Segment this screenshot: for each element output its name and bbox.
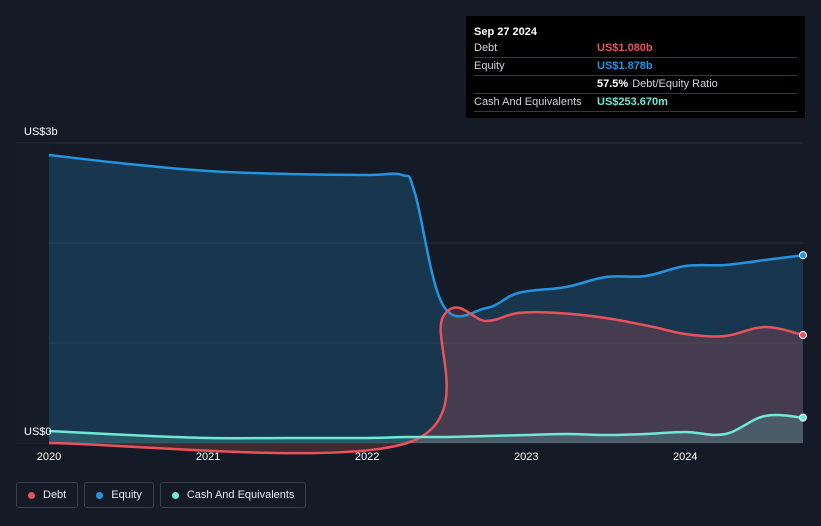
tooltip-cash-label: Cash And Equivalents <box>474 96 582 108</box>
equity-dot-icon <box>96 491 104 499</box>
x-tick-label: 2020 <box>37 451 61 463</box>
tooltip-ratio-label: Debt/Equity Ratio <box>632 78 718 90</box>
plot-left-band <box>16 143 49 443</box>
x-tick-label: 2022 <box>355 451 379 463</box>
tooltip-equity-value: US$1.878b <box>597 60 653 72</box>
grid-lines <box>16 142 803 444</box>
legend-item-debt[interactable]: Debt <box>16 482 79 508</box>
series-areas <box>49 155 803 454</box>
tooltip-debt-value: US$1.080b <box>597 42 653 54</box>
tooltip-debt-label: Debt <box>474 42 498 54</box>
tooltip-row-equity: Equity US$1.878b <box>474 58 797 76</box>
tooltip-row-debt: Debt US$1.080b <box>474 40 797 58</box>
tooltip-ratio-spacer <box>474 76 597 93</box>
tooltip-cash-value: US$253.670m <box>597 96 668 108</box>
equity-line <box>48 153 804 318</box>
chart-legend: Debt Equity Cash And Equivalents <box>16 482 307 508</box>
debt-end-marker <box>799 331 807 339</box>
cash-and-equivalents-end-marker <box>799 413 807 422</box>
y-axis-min-label: US$0 <box>24 426 52 438</box>
legend-item-cash[interactable]: Cash And Equivalents <box>159 482 307 508</box>
legend-debt-label: Debt <box>43 489 67 501</box>
tooltip-ratio-value: 57.5% <box>597 78 629 90</box>
cash-dot-icon <box>171 491 179 499</box>
tooltip-date: Sep 27 2024 <box>474 26 537 38</box>
legend-item-equity[interactable]: Equity <box>84 482 154 508</box>
debt-line <box>48 306 804 455</box>
legend-equity-label: Equity <box>111 489 142 501</box>
x-axis-ticks: 2020 2021 2022 2023 2024 <box>37 451 698 463</box>
end-markers <box>799 251 807 422</box>
x-tick-label: 2023 <box>514 451 538 463</box>
legend-cash-label: Cash And Equivalents <box>186 489 295 501</box>
tooltip-row-cash: Cash And Equivalents US$253.670m <box>474 94 797 112</box>
debt-dot-icon <box>28 491 35 499</box>
debt-area <box>49 307 803 454</box>
equity-area <box>49 155 803 443</box>
data-tooltip: Sep 27 2024 Debt US$1.080b Equity US$1.8… <box>466 16 805 118</box>
x-tick-label: 2021 <box>196 451 220 463</box>
equity-end-marker <box>799 251 807 260</box>
tooltip-equity-label: Equity <box>474 60 505 72</box>
cash-and-equivalents-line <box>48 413 804 440</box>
y-axis-max-label: US$3b <box>24 126 58 138</box>
tooltip-row-ratio: 57.5% Debt/Equity Ratio <box>474 76 797 94</box>
x-tick-label: 2024 <box>673 451 697 463</box>
series-lines <box>48 153 804 455</box>
